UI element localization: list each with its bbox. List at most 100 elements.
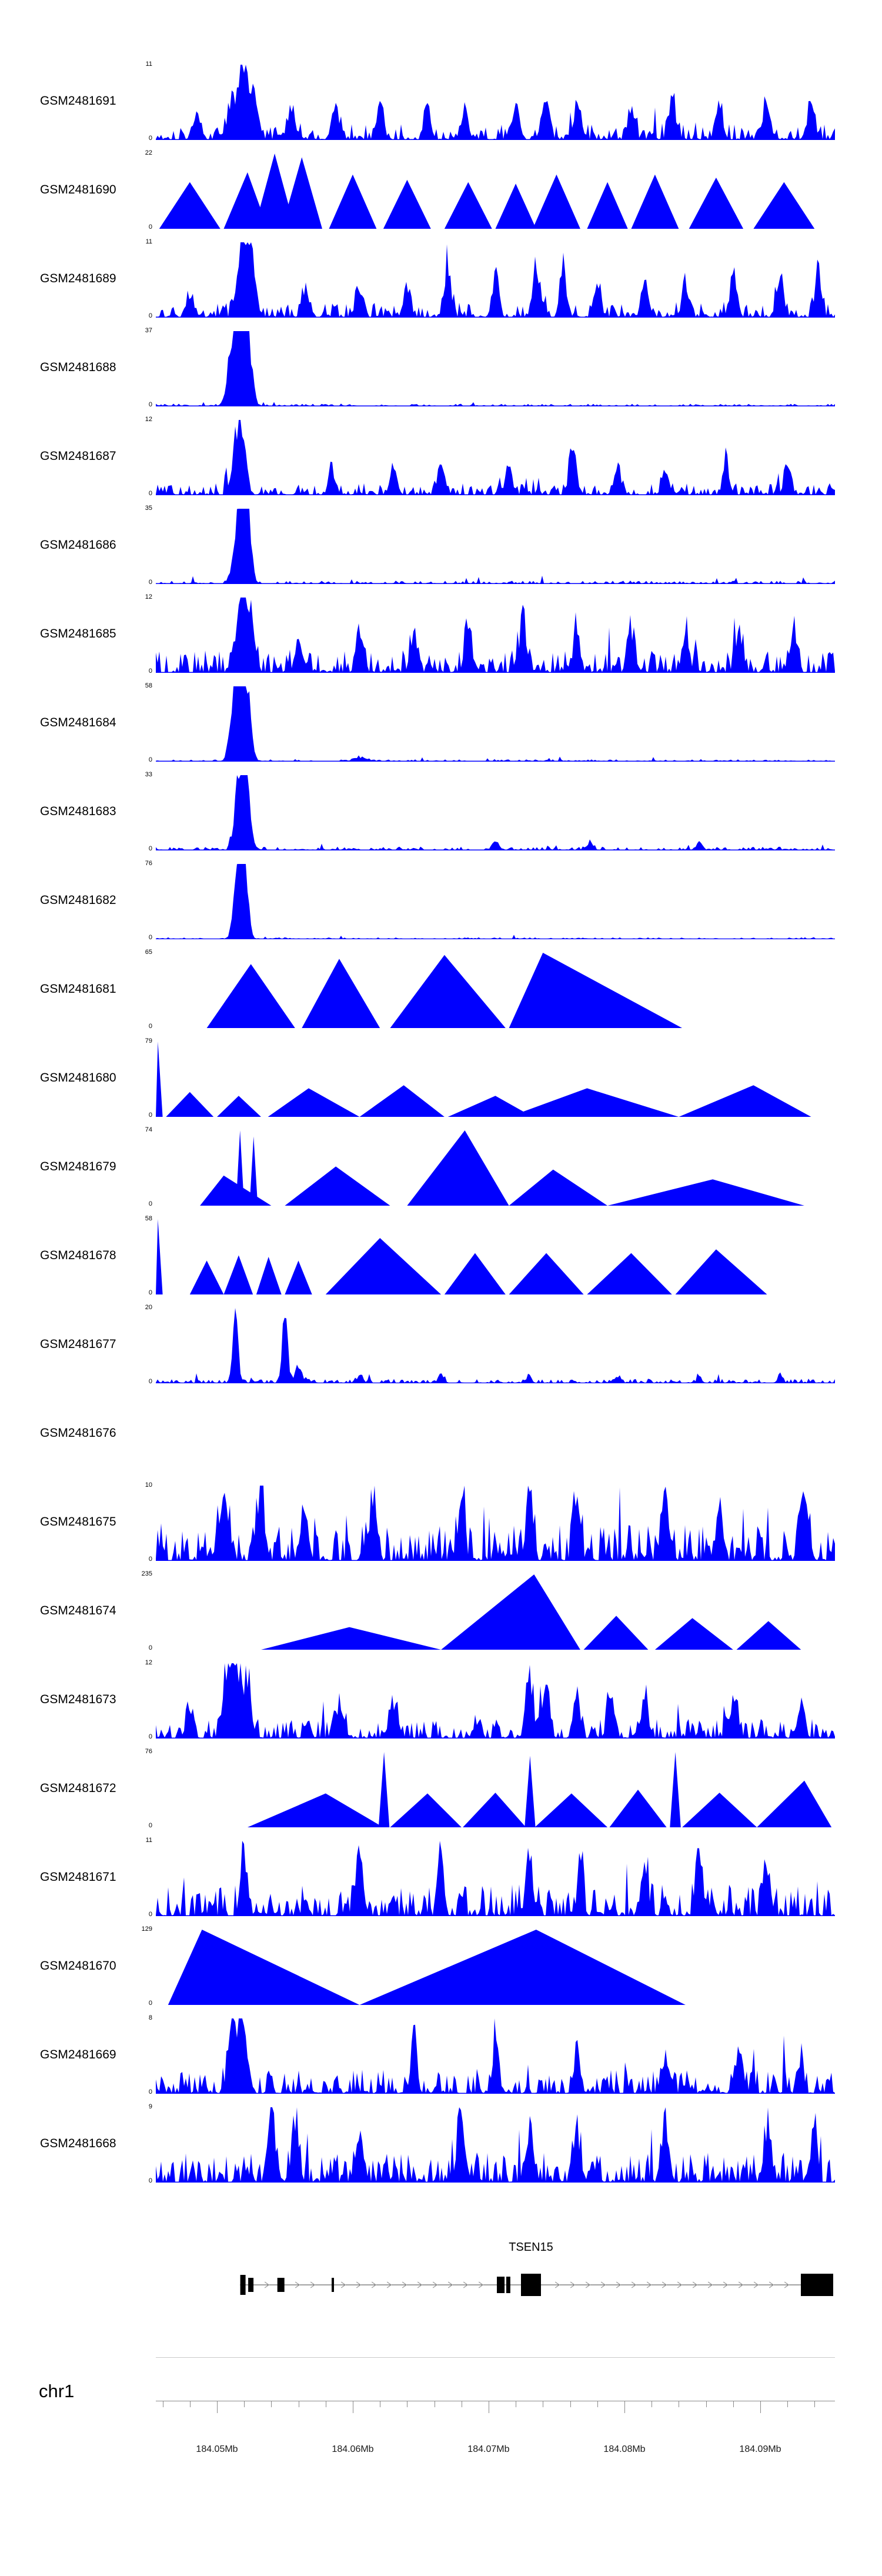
track-plot: 11 0 <box>146 61 835 142</box>
track-plot: 11 0 <box>146 1837 835 1918</box>
y-max-label: 11 <box>145 1837 152 1844</box>
y-zero-label: 0 <box>148 1556 152 1563</box>
ruler-minor-tick <box>570 2401 571 2407</box>
ruler-tick-label: 184.06Mb <box>332 2444 374 2454</box>
track-row-gsm2481680: GSM2481680 79 0 <box>0 1036 882 1125</box>
signal-area <box>156 1042 835 1117</box>
track-label: GSM2481669 <box>40 2048 116 2061</box>
signal-area <box>156 1663 835 1739</box>
track-label: GSM2481687 <box>40 449 116 463</box>
track-label: GSM2481678 <box>40 1249 116 1262</box>
ruler-tick-label: 184.08Mb <box>603 2444 646 2454</box>
ruler-major-tick <box>760 2401 761 2413</box>
y-max-label: 58 <box>145 682 152 689</box>
track-plot: 10 0 <box>145 1482 835 1563</box>
track-plot: 58 0 <box>145 683 835 763</box>
y-zero-label: 0 <box>148 1200 152 1207</box>
strand-arrow-icon <box>631 2281 637 2288</box>
y-zero-label: 0 <box>148 490 152 497</box>
exon-box <box>506 2277 510 2293</box>
strand-arrow-icon <box>707 2281 713 2288</box>
y-max-label: 58 <box>145 1215 152 1222</box>
track-row-gsm2481677: GSM2481677 20 0 <box>0 1302 882 1391</box>
signal-area <box>156 598 835 673</box>
track-row-gsm2481669: GSM2481669 8 0 <box>0 2013 882 2101</box>
track-label: GSM2481683 <box>40 805 116 818</box>
ruler-tick-label: 184.05Mb <box>196 2444 238 2454</box>
track-label: GSM2481690 <box>40 183 116 196</box>
track-row-gsm2481676: GSM2481676 <box>0 1391 882 1480</box>
strand-arrow-icon <box>677 2281 683 2288</box>
y-max-label: 10 <box>145 1481 152 1489</box>
y-max-label: 33 <box>145 771 152 778</box>
y-max-label: 74 <box>145 1126 152 1133</box>
track-plot: 22 0 <box>145 150 835 231</box>
strand-arrow-icon <box>723 2281 729 2288</box>
ruler-minor-tick <box>244 2401 245 2407</box>
strand-arrow-icon <box>784 2281 790 2288</box>
track-row-gsm2481670: GSM2481670 129 0 <box>0 1924 882 2013</box>
y-max-label: 129 <box>141 1926 152 1933</box>
strand-arrow-icon <box>662 2281 667 2288</box>
track-plot: 76 0 <box>145 860 835 941</box>
exon-box <box>521 2274 541 2296</box>
track-row-gsm2481685: GSM2481685 12 0 <box>0 592 882 680</box>
y-max-label: 20 <box>145 1304 152 1311</box>
track-row-gsm2481681: GSM2481681 65 0 <box>0 947 882 1036</box>
y-zero-label: 0 <box>148 1289 152 1296</box>
y-zero-label: 0 <box>148 2177 152 2184</box>
track-label: GSM2481676 <box>40 1426 116 1440</box>
y-max-label: 12 <box>145 1659 152 1666</box>
exon-box <box>248 2278 254 2292</box>
track-label: GSM2481689 <box>40 272 116 285</box>
strand-arrow-icon <box>769 2281 774 2288</box>
track-label: GSM2481684 <box>40 716 116 729</box>
track-label: GSM2481679 <box>40 1160 116 1173</box>
ruler-major-tick <box>624 2401 625 2413</box>
track-label: GSM2481688 <box>40 361 116 374</box>
track-row-gsm2481686: GSM2481686 35 0 <box>0 503 882 592</box>
ruler-minor-tick <box>271 2401 272 2407</box>
track-label: GSM2481671 <box>40 1870 116 1884</box>
track-label: GSM2481685 <box>40 627 116 640</box>
signal-area <box>156 242 835 318</box>
signal-area <box>156 953 835 1028</box>
ruler-minor-tick <box>733 2401 734 2407</box>
strand-arrow-icon <box>310 2281 316 2288</box>
y-zero-label: 0 <box>148 756 152 763</box>
y-max-label: 22 <box>145 149 152 156</box>
axis-separator-line <box>156 2357 835 2358</box>
track-plot: 20 0 <box>145 1304 835 1385</box>
y-max-label: 8 <box>148 2014 152 2021</box>
y-zero-label: 0 <box>148 668 152 675</box>
track-row-gsm2481690: GSM2481690 22 0 <box>0 148 882 236</box>
ruler-major-tick <box>217 2401 218 2413</box>
strand-arrow-icon <box>646 2281 652 2288</box>
track-label: GSM2481672 <box>40 1781 116 1795</box>
track-label: GSM2481675 <box>40 1515 116 1529</box>
signal-area <box>156 1930 835 2005</box>
track-label: GSM2481681 <box>40 982 116 996</box>
gene-name-label: TSEN15 <box>509 2241 553 2254</box>
track-plot: 11 0 <box>146 239 835 319</box>
signal-area <box>156 1574 835 1650</box>
ruler-minor-tick <box>597 2401 598 2407</box>
strand-arrow-icon <box>264 2281 270 2288</box>
ruler-minor-tick <box>189 2401 191 2407</box>
track-row-gsm2481688: GSM2481688 37 0 <box>0 325 882 414</box>
strand-arrow-icon <box>386 2281 392 2288</box>
y-zero-label: 0 <box>148 2000 152 2007</box>
y-zero-label: 0 <box>148 1644 152 1651</box>
signal-area <box>156 1130 835 1206</box>
track-plot: 74 0 <box>145 1127 835 1207</box>
track-row-gsm2481671: GSM2481671 11 0 <box>0 1835 882 1924</box>
track-row-gsm2481668: GSM2481668 9 0 <box>0 2101 882 2190</box>
track-label: GSM2481668 <box>40 2137 116 2150</box>
track-row-gsm2481689: GSM2481689 11 0 <box>0 236 882 325</box>
y-max-label: 9 <box>148 2103 152 2110</box>
y-max-label: 12 <box>145 593 152 600</box>
ruler-minor-tick <box>814 2401 816 2407</box>
exon-box <box>240 2275 246 2295</box>
track-label: GSM2481673 <box>40 1693 116 1706</box>
